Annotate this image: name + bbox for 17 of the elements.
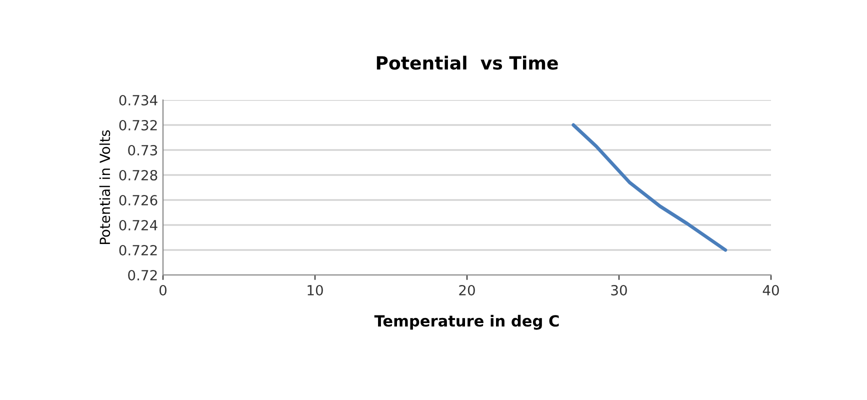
x-axis-title: Temperature in deg C	[374, 314, 559, 330]
y-tick-label: 0.724	[119, 220, 158, 230]
x-tick-label: 20	[459, 284, 475, 296]
y-tick-label: 0.728	[119, 170, 158, 180]
y-tick-label: 0.722	[119, 244, 157, 256]
x-tick-label: 30	[611, 284, 627, 296]
chart-title: Potential vs Time	[376, 56, 558, 70]
line-series	[572, 123, 728, 252]
x-tick-label: 10	[308, 284, 323, 296]
x-tick-label: 0	[159, 284, 166, 296]
y-tick-label: 0.726	[119, 194, 158, 206]
y-tick-label: 0.734	[119, 94, 158, 106]
y-tick-label: 0.732	[119, 120, 157, 130]
y-tick-label: 0.73	[128, 144, 158, 156]
y-tick-label: 0.72	[128, 270, 157, 280]
y-axis-title: Potential in Volts	[99, 130, 110, 244]
x-tick-label: 40	[762, 284, 779, 296]
